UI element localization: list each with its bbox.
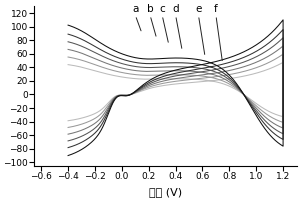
Text: c: c [159,4,165,14]
Text: a: a [132,4,139,14]
Text: e: e [195,4,202,14]
Text: f: f [214,4,218,14]
X-axis label: 电压 (V): 电压 (V) [149,187,182,197]
Text: b: b [147,4,153,14]
Text: d: d [172,4,179,14]
